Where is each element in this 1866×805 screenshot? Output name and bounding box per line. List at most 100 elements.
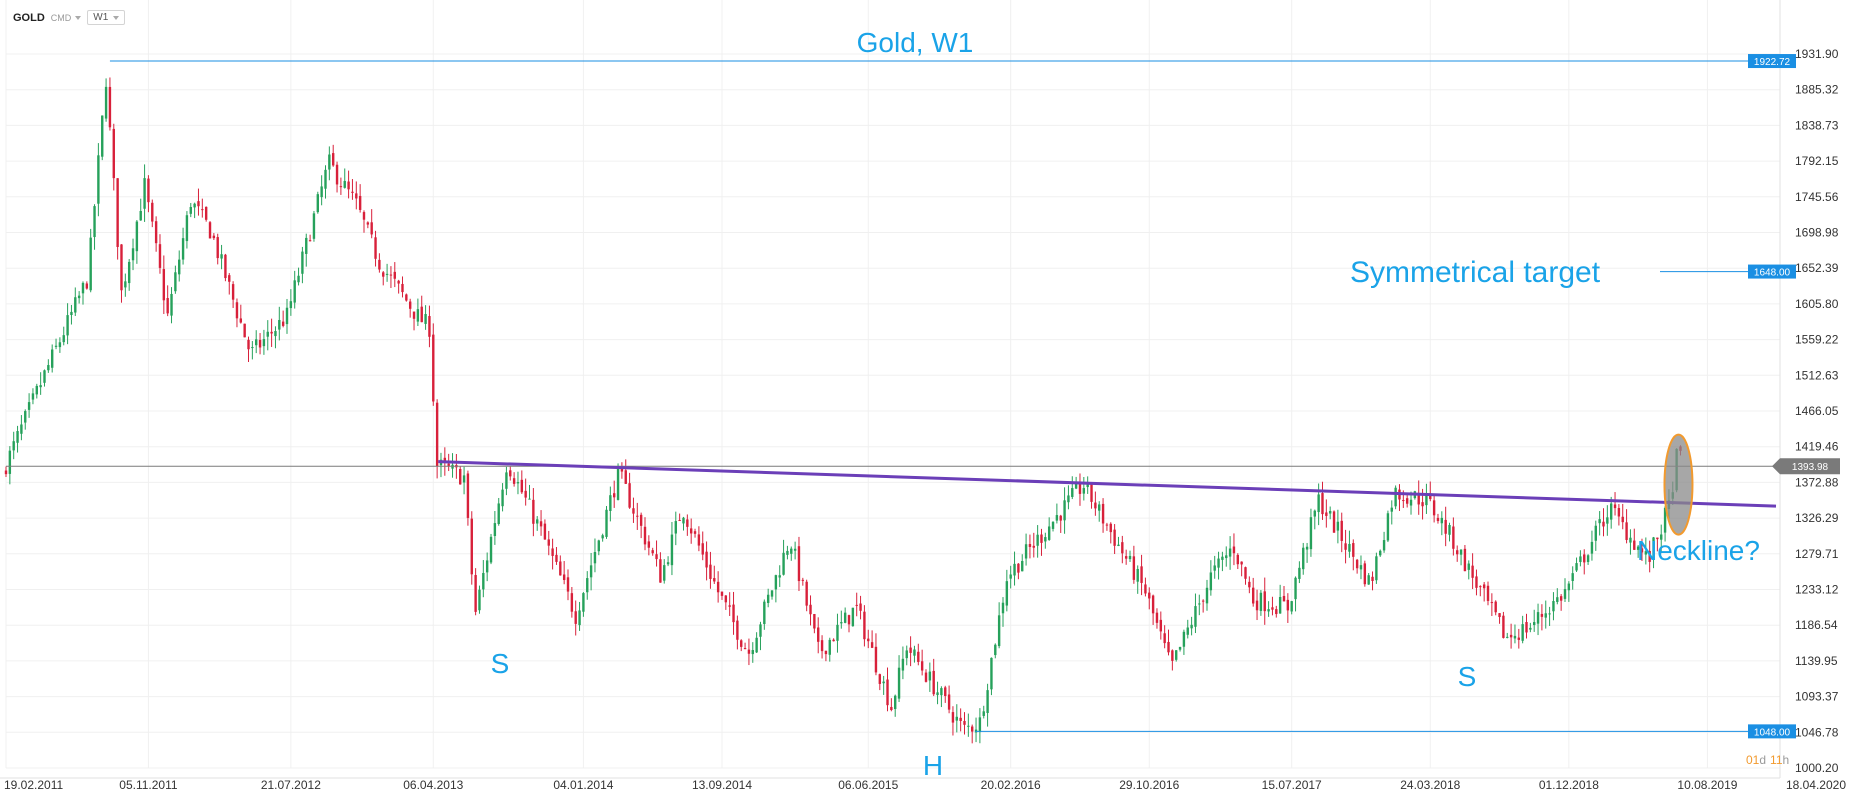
candle-body xyxy=(724,595,728,603)
candle-body xyxy=(539,521,543,527)
candle-body xyxy=(1417,492,1420,505)
y-tick-label: 1466.05 xyxy=(1795,404,1839,418)
candle-body xyxy=(1640,548,1644,553)
candle-body xyxy=(405,294,408,301)
candle-body xyxy=(347,181,350,190)
candle-body xyxy=(228,275,231,282)
neckline-label: Neckline? xyxy=(1637,535,1760,566)
candle-body xyxy=(289,301,293,309)
candle-body xyxy=(1583,554,1586,563)
candle-body xyxy=(151,202,154,222)
candle-body xyxy=(1586,555,1590,562)
x-tick-label: 21.07.2012 xyxy=(261,778,321,792)
candle-body xyxy=(1205,587,1209,604)
candle-body xyxy=(166,298,169,314)
candle-body xyxy=(797,546,801,582)
candle-body xyxy=(855,604,858,606)
candle-body xyxy=(397,280,400,284)
candle-body xyxy=(870,642,874,648)
price-levels: 1922.72 1648.00 1048.00 1393.98 xyxy=(6,54,1840,739)
candle-body xyxy=(343,180,346,188)
timeframe-selector[interactable]: W1 xyxy=(87,10,126,25)
candle-body xyxy=(1282,595,1286,602)
candle-body xyxy=(782,552,785,575)
candle-body xyxy=(1494,601,1497,613)
x-tick-label: 24.03.2018 xyxy=(1400,778,1460,792)
candle-body xyxy=(335,164,339,185)
candle-body xyxy=(1559,596,1563,601)
candle-body xyxy=(728,605,731,607)
candle-body xyxy=(393,271,396,279)
candle-body xyxy=(1336,521,1340,531)
candle-body xyxy=(1013,563,1016,576)
current-price-label: 1393.98 xyxy=(1792,462,1829,473)
candle-body xyxy=(1278,597,1282,614)
y-tick-label: 1698.98 xyxy=(1795,225,1839,239)
instrument-header: GOLD CMD W1 xyxy=(13,10,126,25)
candle-body xyxy=(1517,637,1521,640)
candle-body xyxy=(1109,523,1112,533)
candle-body xyxy=(101,115,104,157)
candle-body xyxy=(1024,544,1028,559)
candle-body xyxy=(1606,517,1609,524)
candle-body xyxy=(1405,498,1409,504)
candle-body xyxy=(1425,493,1428,506)
candle-body xyxy=(851,607,855,627)
countdown-hours-unit: h xyxy=(1783,753,1790,767)
candle-body xyxy=(1575,563,1578,571)
y-tick-label: 1512.63 xyxy=(1795,368,1839,382)
candle-body xyxy=(740,640,743,647)
countdown-days-unit: d xyxy=(1759,753,1766,767)
candle-body xyxy=(1271,607,1274,610)
candle-body xyxy=(201,209,204,211)
candle-body xyxy=(285,307,289,325)
candle-body xyxy=(170,293,173,316)
x-tick-label: 20.02.2016 xyxy=(981,778,1041,792)
candle-body xyxy=(385,273,389,275)
y-tick-label: 1326.29 xyxy=(1795,511,1839,525)
y-tick-label: 1093.37 xyxy=(1795,690,1839,704)
y-tick-label: 1885.32 xyxy=(1795,83,1839,97)
candle-body xyxy=(1101,503,1105,524)
candle-body xyxy=(270,331,273,334)
candle-body xyxy=(1436,517,1440,522)
candle-body xyxy=(85,283,89,289)
candle-body xyxy=(959,717,962,722)
candle-body xyxy=(1363,563,1367,585)
candle-body xyxy=(466,473,470,518)
y-tick-label: 1046.78 xyxy=(1795,725,1839,739)
market-selector[interactable]: CMD xyxy=(51,13,82,23)
candle-body xyxy=(732,604,735,623)
candle-body xyxy=(1421,502,1424,507)
x-tick-label: 18.04.2020 xyxy=(1786,778,1846,792)
candle-body xyxy=(1225,555,1228,559)
candle-body xyxy=(947,694,951,710)
candle-body xyxy=(1513,635,1517,639)
candle-body xyxy=(27,402,31,410)
candle-body xyxy=(1236,554,1239,565)
candle-body xyxy=(1186,627,1189,635)
candle-body xyxy=(1051,521,1055,529)
candle-body xyxy=(208,222,212,239)
candle-body xyxy=(1394,487,1397,507)
candle-body xyxy=(432,334,435,402)
candle-body xyxy=(139,210,142,221)
candle-body xyxy=(178,259,181,275)
candle-body xyxy=(970,726,974,732)
candle-body xyxy=(1313,510,1316,517)
market-label: CMD xyxy=(50,12,72,23)
candle-body xyxy=(382,272,385,277)
x-tick-label: 10.08.2019 xyxy=(1677,778,1737,792)
candle-body xyxy=(1475,576,1478,588)
candle-body xyxy=(582,593,585,612)
candle-body xyxy=(997,615,1001,647)
candle-body xyxy=(308,240,312,242)
candle-body xyxy=(847,615,851,625)
candle-body xyxy=(559,561,562,576)
candle-body xyxy=(1533,622,1536,626)
candle-body xyxy=(185,215,189,242)
candle-body xyxy=(301,251,304,274)
candle-body xyxy=(1371,576,1374,581)
y-tick-label: 1186.54 xyxy=(1795,618,1838,632)
